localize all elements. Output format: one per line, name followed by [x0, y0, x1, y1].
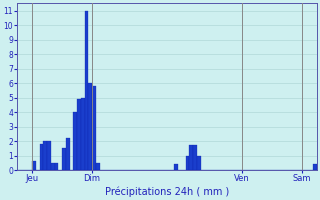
Bar	[73, 112, 77, 170]
Bar	[66, 138, 70, 170]
Bar	[32, 161, 36, 170]
Bar	[88, 83, 92, 170]
Bar	[81, 98, 84, 170]
Bar	[313, 164, 316, 170]
Bar	[40, 144, 44, 170]
Bar	[92, 86, 96, 170]
Bar	[84, 11, 88, 170]
Bar	[197, 156, 201, 170]
Bar	[51, 163, 55, 170]
Bar	[77, 99, 81, 170]
Bar	[186, 156, 189, 170]
Bar	[55, 163, 59, 170]
Bar	[193, 145, 197, 170]
Bar	[174, 164, 178, 170]
Bar	[47, 141, 51, 170]
Bar	[62, 148, 66, 170]
Bar	[96, 163, 100, 170]
X-axis label: Précipitations 24h ( mm ): Précipitations 24h ( mm )	[105, 186, 229, 197]
Bar	[189, 145, 193, 170]
Bar	[44, 141, 47, 170]
